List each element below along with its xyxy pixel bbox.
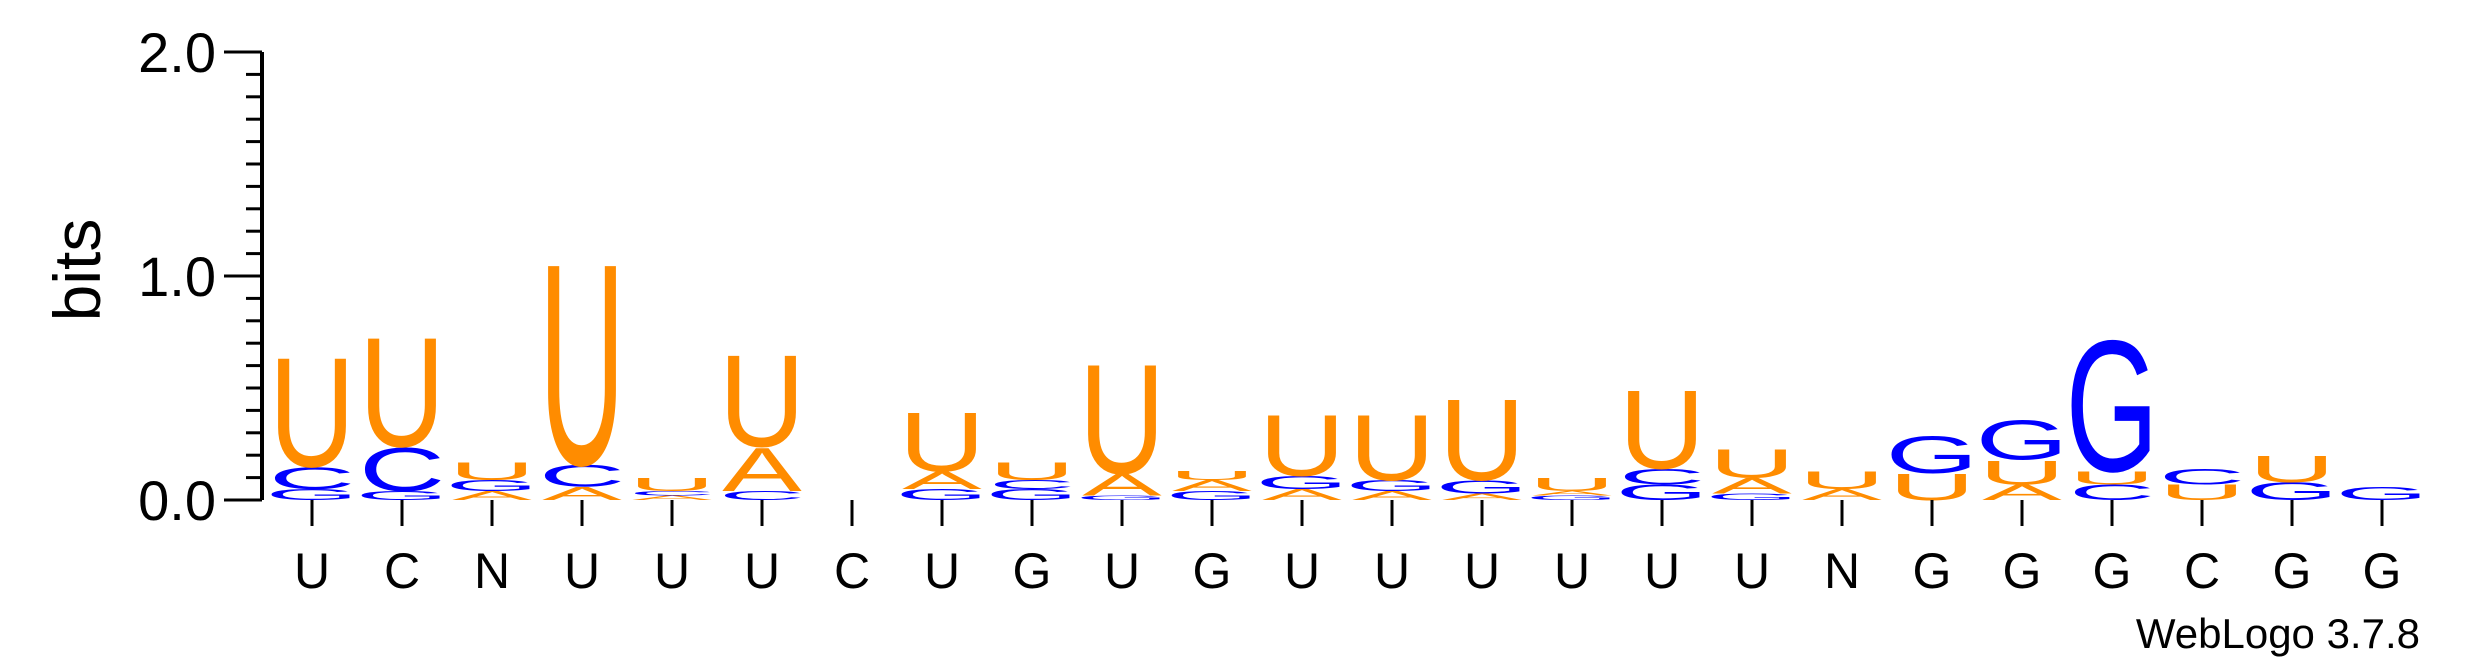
logo-glyph-c: C (2159, 465, 2245, 489)
logo-glyph-g: G (1166, 489, 1259, 503)
x-tick-label: U (1644, 543, 1680, 599)
logo-glyph-c: C (1619, 465, 1705, 489)
x-tick-label: C (2184, 543, 2220, 599)
x-tick-label: G (1913, 543, 1952, 599)
logo-glyph-g: G (1526, 494, 1619, 501)
logo-glyph-u: U (2249, 448, 2335, 490)
x-tick-label: U (1734, 543, 1770, 599)
logo-glyph-a: A (1262, 486, 1342, 503)
logo-glyph-u: U (989, 458, 1075, 486)
logo-glyph-u: U (1259, 397, 1345, 495)
logo-glyph-u: U (1349, 395, 1435, 500)
logo-glyph-a: A (1802, 486, 1882, 503)
x-tick-label: G (2003, 543, 2042, 599)
x-tick-label: U (1284, 543, 1320, 599)
logo-glyph-g: G (896, 486, 989, 503)
y-axis-label: bits (40, 219, 114, 322)
logo-glyph-u: U (899, 394, 985, 489)
logo-glyph-u: U (1799, 466, 1885, 494)
logo-glyph-g: G (1706, 491, 1799, 502)
logo-glyph-a: A (1352, 489, 1432, 503)
logo-glyph-u: U (2069, 468, 2155, 489)
logo-glyph-c: C (719, 489, 805, 503)
logo-glyph-u: U (269, 326, 355, 500)
logo-glyph-a: A (1172, 477, 1252, 494)
x-tick-label: U (1374, 543, 1410, 599)
logo-glyph-g: G (986, 486, 1079, 503)
x-tick-label: U (924, 543, 960, 599)
y-tick-label: 0.0 (138, 469, 216, 532)
logo-glyph-g: G (446, 477, 539, 494)
logo-glyph-u: U (1619, 367, 1705, 493)
logo-glyph-c: C (989, 477, 1075, 491)
logo-glyph-a: A (722, 435, 802, 505)
x-tick-label: C (384, 543, 420, 599)
x-tick-label: U (654, 543, 690, 599)
x-tick-label: U (1464, 543, 1500, 599)
logo-glyph-g: G (2336, 483, 2429, 504)
logo-glyph-g: G (266, 486, 359, 503)
logo-glyph-a: A (902, 466, 982, 494)
logo-glyph-a: A (452, 489, 532, 503)
logo-glyph-u: U (449, 458, 535, 486)
x-tick-label: C (834, 543, 870, 599)
logo-glyph-u: U (359, 306, 445, 480)
logo-glyph-g: G (2066, 303, 2159, 512)
x-tick-label: U (1104, 543, 1140, 599)
x-tick-label: U (1554, 543, 1590, 599)
x-tick-label: G (1013, 543, 1052, 599)
logo-glyph-a: A (1442, 491, 1522, 502)
weblogo-credit: WebLogo 3.7.8 (2136, 610, 2420, 657)
logo-glyph-a: A (632, 494, 712, 501)
logo-glyph-u: U (1079, 333, 1165, 507)
x-tick-label: G (1193, 543, 1232, 599)
logo-glyph-g: G (1256, 472, 1349, 493)
x-tick-label: U (564, 543, 600, 599)
logo-glyph-u: U (1169, 468, 1255, 482)
logo-glyph-g: G (356, 489, 449, 503)
logo-glyph-c: C (359, 435, 445, 505)
logo-glyph-u: U (539, 204, 625, 525)
x-tick-label: N (474, 543, 510, 599)
logo-glyph-a: A (1082, 467, 1163, 502)
y-tick-label: 2.0 (138, 21, 216, 84)
logo-glyph-g: G (1976, 408, 2069, 471)
logo-glyph-u: U (1529, 474, 1615, 495)
y-tick-label: 1.0 (138, 245, 216, 308)
logo-glyph-u: U (629, 474, 715, 495)
logo-glyph-u: U (719, 327, 805, 475)
logo-glyph-c: C (539, 458, 625, 493)
logo-glyph-c: C (629, 490, 715, 497)
logo-glyph-u: U (1709, 441, 1795, 487)
logo-glyph-g: G (1436, 477, 1529, 498)
logo-glyph-a: A (542, 483, 622, 504)
x-tick-label: G (2273, 543, 2312, 599)
x-tick-label: U (294, 543, 330, 599)
y-axis: 0.0 1.0 2.0 (138, 21, 264, 532)
logo-glyph-c: C (269, 460, 355, 495)
logo-glyph-g: G (1076, 494, 1169, 501)
logo-glyph-g: G (1346, 477, 1439, 494)
x-tick-label: G (2363, 543, 2402, 599)
logo-glyph-a: A (1532, 490, 1612, 497)
logo-glyph-u: U (1979, 453, 2065, 492)
logo-glyph-a: A (1712, 474, 1793, 498)
logo-glyph-g: G (1886, 425, 1979, 485)
logo-glyph-u: U (1439, 376, 1525, 505)
x-tick-label: G (2093, 543, 2132, 599)
x-tick-label: U (744, 543, 780, 599)
x-tick-label: N (1824, 543, 1860, 599)
